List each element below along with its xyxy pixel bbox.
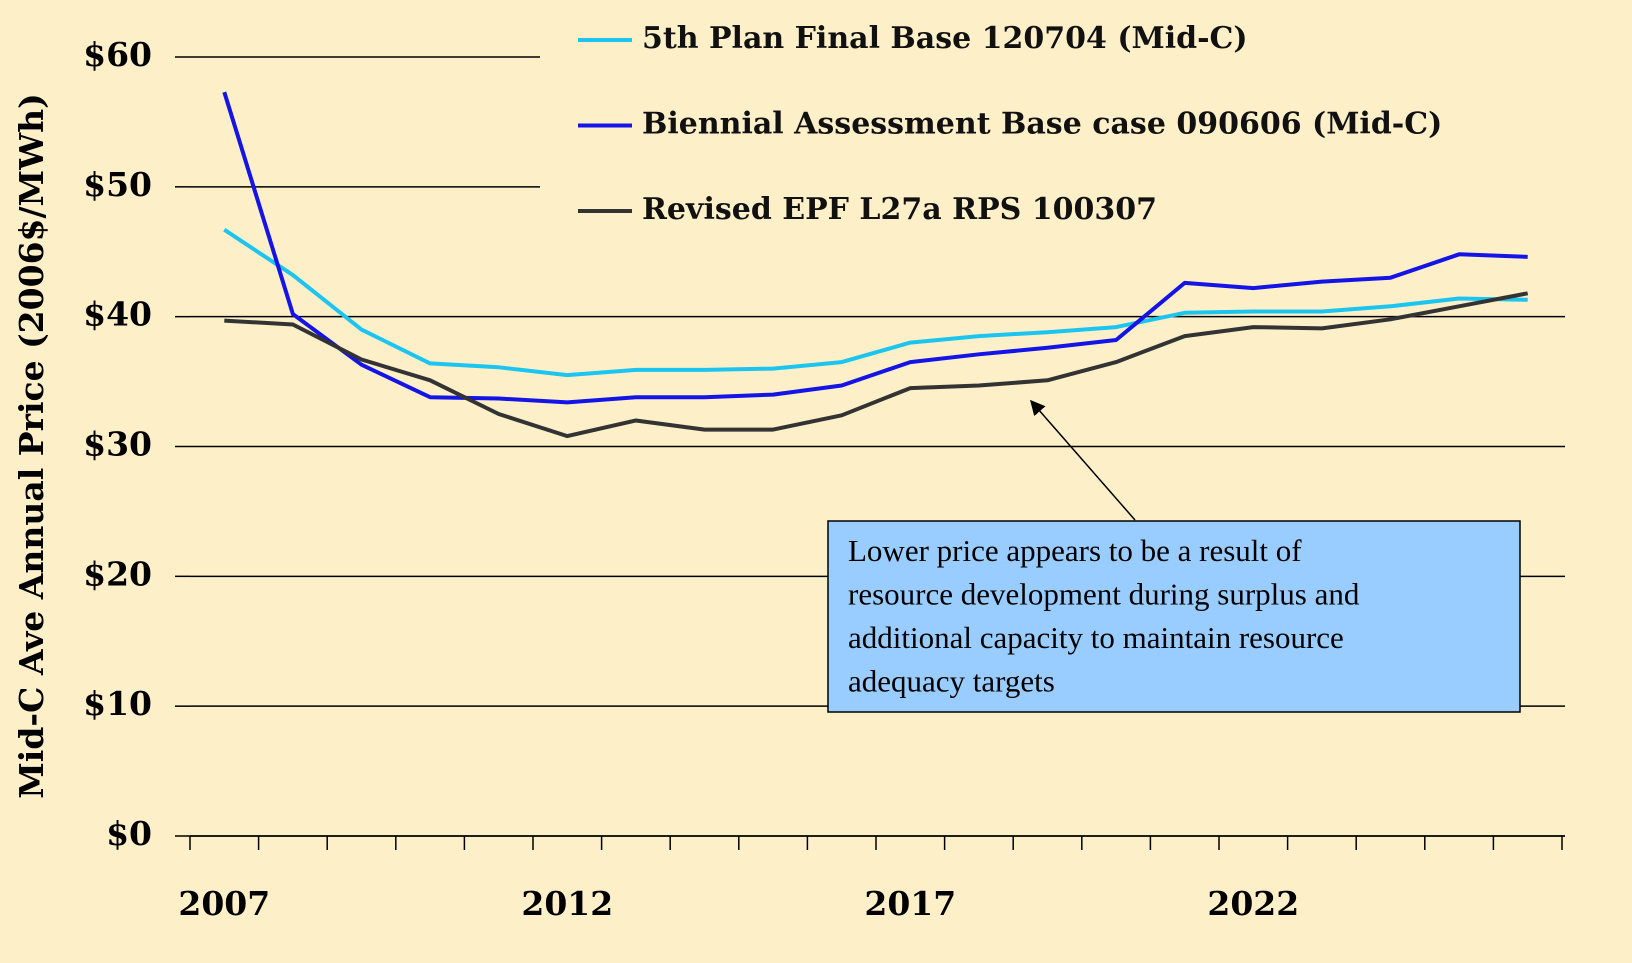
- series-line: [224, 291, 1529, 439]
- y-tick-label: $50: [83, 165, 152, 204]
- x-tick-label: 2017: [864, 884, 956, 923]
- annotation-text: resource development during surplus and: [848, 577, 1360, 612]
- legend-label: Biennial Assessment Base case 090606 (Mi…: [642, 107, 1442, 142]
- y-tick-label: $10: [83, 684, 152, 723]
- y-tick-label: $40: [83, 295, 152, 334]
- legend-label: 5th Plan Final Base 120704 (Mid-C): [642, 21, 1248, 56]
- y-axis-title: Mid-C Ave Annual Price (2006$/MWh): [12, 93, 51, 799]
- series-line: [223, 228, 1528, 378]
- annotation-arrow: [1030, 399, 1136, 521]
- legend-label: Revised EPF L27a RPS 100307: [642, 192, 1157, 227]
- x-tick-label: 2007: [178, 884, 270, 923]
- annotation-text: adequacy targets: [848, 664, 1055, 699]
- annotation-text: Lower price appears to be a result of: [848, 533, 1302, 568]
- y-tick-label: $30: [83, 425, 152, 464]
- y-tick-label: $20: [83, 554, 152, 593]
- legend-box: [540, 5, 1570, 245]
- y-tick-label: $0: [106, 814, 152, 853]
- x-tick-label: 2012: [521, 884, 613, 923]
- annotation-box: [827, 520, 1521, 713]
- series-line: [222, 91, 1528, 405]
- x-tick-label: 2022: [1207, 884, 1299, 923]
- annotation-text: additional capacity to maintain resource: [848, 620, 1344, 655]
- y-tick-label: $60: [83, 35, 152, 74]
